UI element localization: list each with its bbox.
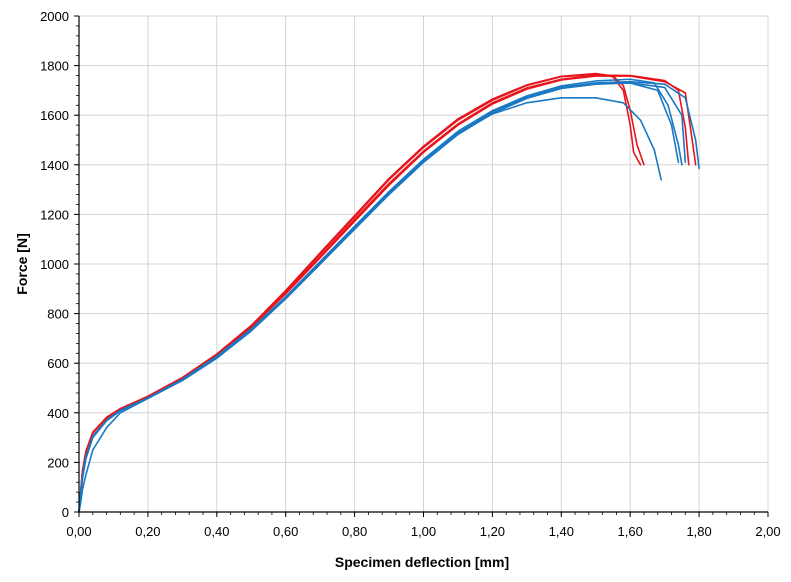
y-tick-label: 1600	[40, 108, 69, 123]
x-tick-label: 0,80	[342, 524, 367, 539]
x-tick-label: 0,60	[273, 524, 298, 539]
y-tick-label: 0	[62, 505, 69, 520]
x-tick-label: 2,00	[755, 524, 780, 539]
y-tick-label: 1000	[40, 257, 69, 272]
series-line-red-3	[78, 74, 690, 513]
series-line-red-1	[78, 73, 642, 513]
x-tick-label: 1,60	[618, 524, 643, 539]
series-line-blue-9	[78, 82, 680, 513]
series-line-red-4	[78, 75, 697, 513]
x-tick-label: 1,80	[686, 524, 711, 539]
series-line-red-2	[78, 72, 645, 513]
y-tick-label: 1800	[40, 59, 69, 74]
axes	[74, 15, 769, 517]
y-tick-label: 1200	[40, 207, 69, 222]
series-line-blue-6	[78, 78, 683, 513]
series-layer	[78, 72, 700, 513]
y-tick-label: 200	[47, 455, 69, 470]
x-tick-label: 1,40	[549, 524, 574, 539]
x-axis-title: Specimen deflection [mm]	[335, 554, 509, 570]
x-tick-label: 0,40	[204, 524, 229, 539]
tick-labels: 0,00 0,20 0,40 0,60 0,80 1,00 1,20 1,40 1,60 1,80…	[40, 9, 781, 539]
y-tick-label: 600	[47, 356, 69, 371]
y-tick-label: 800	[47, 307, 69, 322]
y-axis-title: Force [N]	[14, 233, 30, 294]
x-tick-label: 0,00	[66, 524, 91, 539]
series-line-blue-8	[78, 80, 700, 513]
x-tick-label: 0,20	[135, 524, 160, 539]
series-line-blue-5	[78, 97, 663, 513]
grid	[79, 15, 769, 512]
y-tick-label: 400	[47, 406, 69, 421]
y-tick-label: 2000	[40, 9, 69, 24]
x-tick-label: 1,00	[411, 524, 436, 539]
y-tick-label: 1400	[40, 158, 69, 173]
x-tick-label: 1,20	[480, 524, 505, 539]
series-line-blue-7	[78, 82, 687, 513]
